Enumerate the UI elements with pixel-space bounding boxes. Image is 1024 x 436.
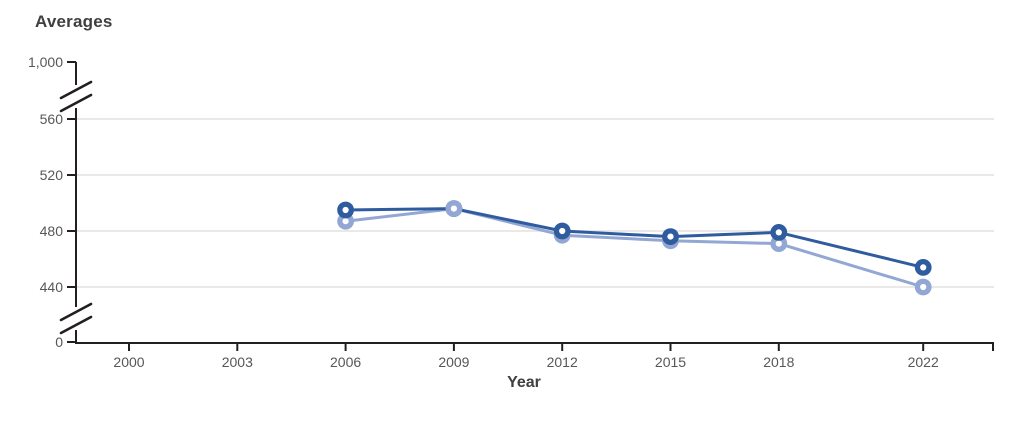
series-dark-blue-data-point-hole: [342, 206, 349, 214]
series-light-blue-line: [345, 207, 924, 289]
axis-break-slash: [59, 302, 93, 322]
y-tick-label: 560: [40, 111, 64, 127]
x-tick-label: 2000: [113, 354, 144, 370]
series-light-blue-data-point-hole: [920, 283, 927, 291]
x-tick-label: 2009: [438, 354, 469, 370]
axis-break-slash: [59, 93, 93, 113]
series-dark-blue-data-point-hole: [559, 227, 566, 235]
y-tick-label: 1,000: [28, 54, 63, 70]
x-tick-label: 2003: [222, 354, 253, 370]
x-tick-label: 2018: [763, 354, 794, 370]
x-tick-label: 2006: [330, 354, 361, 370]
series-dark-blue-data-point-hole: [667, 233, 674, 240]
y-tick-label: 0: [55, 334, 63, 350]
series-dark-blue-data-point-hole: [920, 264, 927, 271]
series-light-blue-data-point-hole: [342, 218, 349, 225]
axis-break-slash: [59, 80, 93, 100]
series-light-blue-data-point-hole: [775, 240, 782, 247]
y-tick-label: 440: [40, 279, 64, 295]
x-tick-label: 2015: [655, 354, 686, 370]
y-tick-label: 480: [40, 223, 64, 239]
y-tick-label: 520: [40, 167, 64, 183]
series-dark-blue-line: [345, 207, 924, 269]
x-axis-title: Year: [507, 374, 541, 391]
chart-title: Averages: [35, 12, 113, 31]
series-dark-blue-data-point-hole: [775, 229, 782, 236]
axis-break-slash: [59, 315, 93, 335]
x-tick-label: 2022: [908, 354, 939, 370]
series-light-blue-data-point-hole: [450, 205, 457, 212]
x-tick-label: 2012: [547, 354, 578, 370]
